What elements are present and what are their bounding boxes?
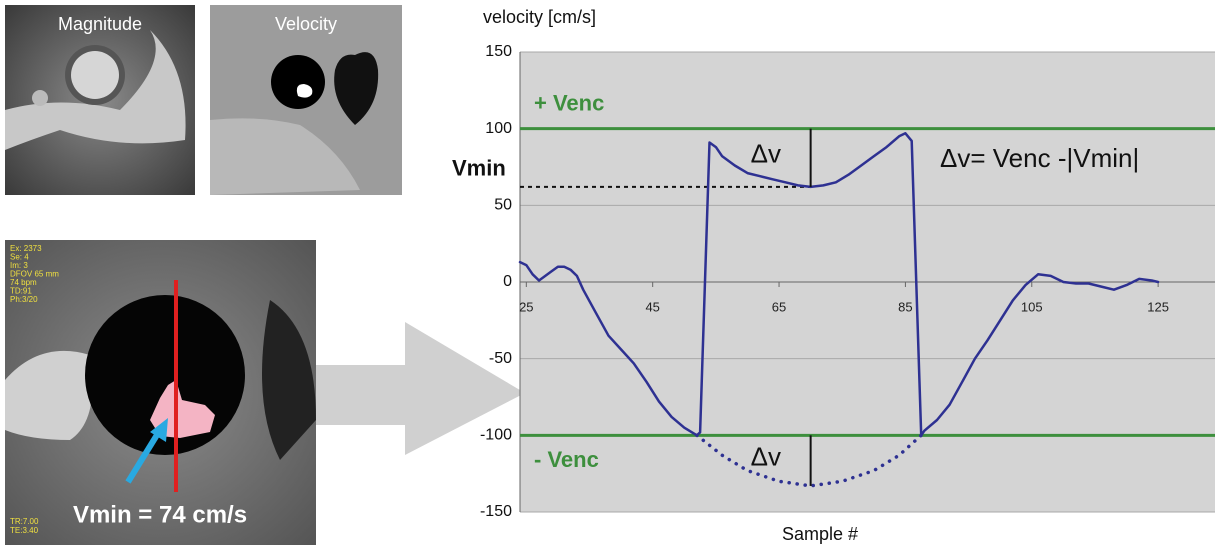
scan-info: Ph:3/20 — [10, 295, 38, 304]
delta-label: Δv — [751, 139, 781, 169]
magnitude-image: Magnitude — [5, 5, 195, 195]
x-tick-label: 65 — [772, 299, 786, 314]
scan-info: Im: 3 — [10, 261, 28, 270]
y-tick-label: -100 — [480, 427, 512, 444]
series-line — [695, 433, 923, 488]
scan-info: DFOV 65 mm — [10, 270, 59, 279]
x-tick-label: 125 — [1147, 299, 1169, 314]
scan-info: TR:7.00 — [10, 517, 39, 526]
scan-info: TD:91 — [10, 287, 32, 296]
x-tick-label: 85 — [898, 299, 912, 314]
x-tick-label: 25 — [519, 299, 533, 314]
velocity-image: Velocity — [210, 5, 402, 195]
scan-info: Ex: 2373 — [10, 244, 42, 253]
panel-label: Velocity — [275, 14, 337, 34]
y-axis-label: velocity [cm/s] — [483, 7, 596, 27]
x-tick-label: 45 — [645, 299, 659, 314]
venc-label: - Venc — [534, 447, 599, 472]
panel-label: Magnitude — [58, 14, 142, 34]
x-axis-label: Sample # — [782, 524, 858, 544]
y-tick-label: 150 — [485, 43, 512, 60]
scan-info: Se: 4 — [10, 253, 29, 262]
venc-label: + Venc — [534, 90, 604, 115]
y-tick-label: 0 — [503, 273, 512, 290]
x-tick-label: 105 — [1021, 299, 1043, 314]
formula: Δv= Venc -|Vmin| — [940, 143, 1139, 173]
scan-info: 74 bpm — [10, 278, 37, 287]
y-tick-label: 50 — [494, 197, 512, 214]
y-tick-label: -50 — [489, 350, 512, 367]
y-tick-label: -150 — [480, 503, 512, 520]
delta-label: Δv — [751, 442, 781, 472]
vmin-label: Vmin = 74 cm/s — [73, 501, 247, 528]
y-tick-label: 100 — [485, 120, 512, 137]
vmin-annotation: Vmin — [452, 156, 506, 181]
arrow — [316, 322, 525, 455]
scan-info: TE:3.40 — [10, 526, 39, 535]
